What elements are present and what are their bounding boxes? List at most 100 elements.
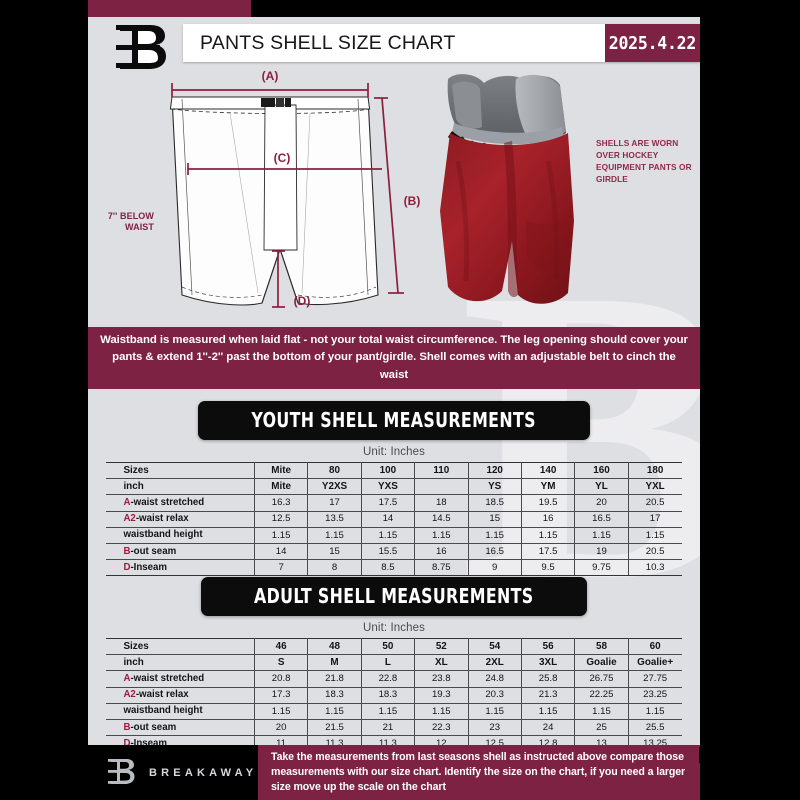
table-cell: 100 — [360, 461, 416, 480]
table-cell: 22.3 — [414, 718, 469, 737]
table-cell: 16.5 — [574, 510, 629, 528]
table-cell: 16.5 — [467, 542, 522, 561]
table-cell: 24 — [520, 718, 576, 737]
row-label: A-waist stretched — [106, 494, 255, 512]
table-cell: 1.15 — [360, 702, 416, 720]
table-cell: 1.15 — [360, 526, 416, 544]
table-cell: 21.3 — [520, 686, 576, 704]
footer-brand-block: BREAKAWAY — [88, 745, 258, 800]
adult-size-table: Sizes 46 48 50 52 54 56 58 60 inch S M L XL 2XL 3XL Goal… — [106, 637, 682, 745]
table-cell: 10.3 — [627, 559, 682, 577]
table-cell: 13.5 — [307, 510, 362, 528]
footer-instructions: Take the measurements from last seasons … — [258, 745, 704, 800]
table-cell: 1.15 — [627, 526, 682, 544]
table-cell: 7 — [253, 559, 309, 577]
table-cell: 23.8 — [414, 670, 469, 688]
svg-text:(A): (A) — [262, 69, 279, 83]
youth-section-heading: YOUTH SHELL MEASUREMENTS — [198, 401, 590, 440]
table-cell: 22.8 — [360, 670, 416, 688]
table-cell: 23.25 — [627, 686, 682, 704]
table-cell: 21.8 — [307, 670, 362, 688]
table-cell: 27.75 — [627, 670, 682, 688]
table-cell: 11.3 — [360, 735, 416, 745]
table-cell: 20.5 — [627, 494, 682, 512]
table-cell: L — [360, 654, 416, 672]
table-cell: 46 — [253, 637, 309, 656]
adult-section-heading: ADULT SHELL MEASUREMENTS — [201, 577, 587, 616]
table-row: inch S M L XL 2XL 3XL Goalie Goalie+ — [106, 654, 682, 672]
table-cell: 20 — [574, 494, 629, 512]
table-cell: 17 — [627, 510, 682, 528]
table-cell: 12 — [414, 735, 469, 745]
row-label: A2-waist relax — [106, 686, 255, 704]
table-cell: 56 — [520, 637, 576, 656]
table-row: D-Inseam 7 8 8.5 8.75 9 9.5 9.75 10.3 — [106, 559, 682, 577]
table-cell: 1.15 — [253, 526, 309, 544]
adult-section: ADULT SHELL MEASUREMENTS Unit: Inches Si… — [88, 565, 700, 745]
row-label: A2-waist relax — [106, 510, 255, 528]
notice-text: Waistband is measured when laid flat - n… — [100, 334, 688, 381]
content-panel: B PANTS — [88, 17, 700, 745]
table-row: A2-waist relax 17.3 18.3 18.3 19.3 20.3 21.3 22… — [106, 686, 682, 704]
table-cell: 17 — [307, 494, 362, 512]
table-cell: YXL — [627, 478, 682, 496]
page-header: PANTS SHELL SIZE CHART 2025.4.22 — [88, 17, 700, 69]
table-cell: 25.8 — [520, 670, 576, 688]
dimension-code: B — [123, 721, 131, 733]
table-cell: 58 — [574, 637, 629, 656]
row-label: waistband height — [106, 526, 255, 544]
row-label: B-out seam — [106, 542, 255, 561]
table-cell: 16.3 — [253, 494, 309, 512]
table-cell: YS — [467, 478, 522, 496]
table-cell: 11 — [253, 735, 309, 745]
dimension-code: D — [123, 561, 131, 573]
table-cell: 48 — [307, 637, 362, 656]
table-cell: 12.8 — [520, 735, 576, 745]
table-cell: 8.75 — [414, 559, 469, 577]
table-cell: 1.15 — [307, 702, 362, 720]
title-bar: PANTS SHELL SIZE CHART 2025.4.22 — [183, 24, 700, 62]
dimension-code: D — [123, 737, 131, 745]
hockey-pant-shell-photo — [418, 71, 598, 323]
table-cell: 25.5 — [627, 718, 682, 737]
breakaway-b-logo-footer — [106, 756, 136, 790]
table-cell: 52 — [414, 637, 469, 656]
table-cell: YXS — [360, 478, 416, 496]
table-cell: Y2XS — [307, 478, 362, 496]
table-cell: 23 — [467, 718, 522, 737]
row-label: D-Inseam — [106, 735, 255, 745]
measurement-notice: Waistband is measured when laid flat - n… — [88, 327, 700, 389]
table-cell: 1.15 — [253, 702, 309, 720]
dimension-code: A2 — [123, 689, 136, 701]
table-cell: 160 — [574, 461, 629, 480]
table-cell: 22.25 — [574, 686, 629, 704]
table-cell: 14 — [360, 510, 416, 528]
table-cell: YL — [574, 478, 629, 496]
table-cell: 18.3 — [307, 686, 362, 704]
table-row: waistband height 1.15 1.15 1.15 1.15 1.15 1.15… — [106, 526, 682, 544]
row-label: D-Inseam — [106, 559, 255, 577]
table-cell: 13 — [574, 735, 629, 745]
table-cell: 18.5 — [467, 494, 522, 512]
table-row: inch Mite Y2XS YXS YS YM YL YXL — [106, 478, 682, 496]
table-cell: 60 — [627, 637, 682, 656]
table-cell: 1.15 — [574, 702, 629, 720]
table-cell: 18.3 — [360, 686, 416, 704]
table-cell: 50 — [360, 637, 416, 656]
dimension-code: A2 — [123, 513, 136, 525]
table-cell: 13.25 — [627, 735, 682, 745]
footer-brand-name: BREAKAWAY — [149, 766, 258, 779]
table-row: Sizes Mite 80 100 110 120 140 160 180 — [106, 461, 682, 480]
youth-unit-label: Unit: Inches — [363, 446, 425, 458]
date-badge: 2025.4.22 — [605, 24, 700, 62]
table-cell: Mite — [253, 461, 309, 480]
waist-reference-label: 7'' BELOW WAIST — [107, 211, 154, 233]
svg-text:(D): (D) — [294, 294, 311, 308]
top-accent-bar — [88, 0, 251, 17]
table-cell: 16 — [520, 510, 576, 528]
table-cell: 26.75 — [574, 670, 629, 688]
table-cell — [414, 478, 469, 496]
table-cell: 20.8 — [253, 670, 309, 688]
table-cell: 25 — [574, 718, 629, 737]
table-cell: 15 — [307, 542, 362, 561]
